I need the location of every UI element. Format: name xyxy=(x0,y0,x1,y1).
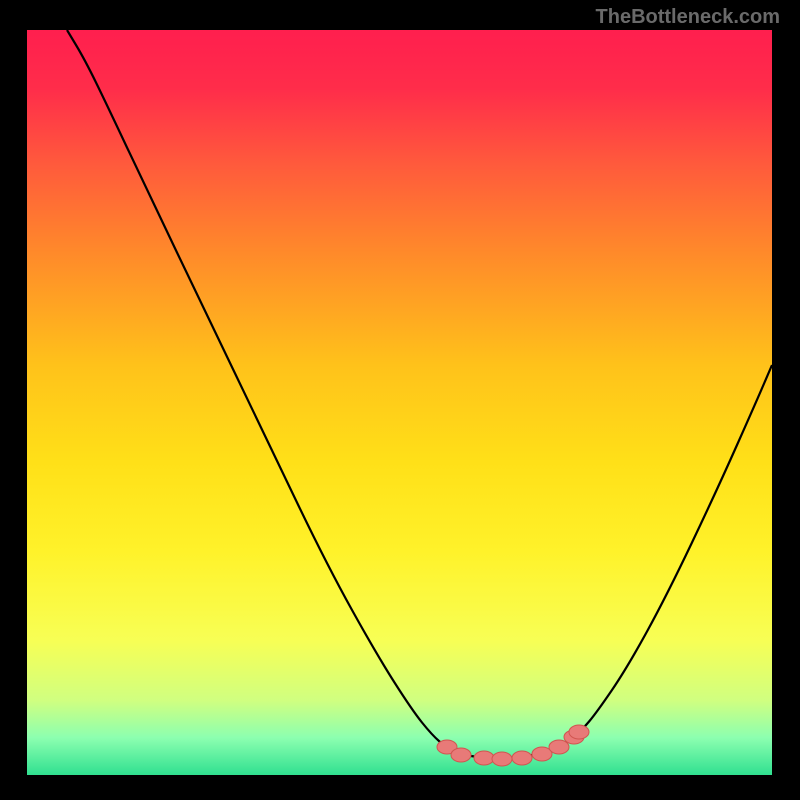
optimal-marker xyxy=(549,740,569,754)
chart-container: TheBottleneck.com xyxy=(0,0,800,800)
optimal-marker xyxy=(492,752,512,766)
curve-path xyxy=(67,30,772,758)
bottleneck-curve xyxy=(27,30,772,775)
optimal-marker xyxy=(512,751,532,765)
optimal-marker xyxy=(569,725,589,739)
optimal-marker xyxy=(451,748,471,762)
optimal-marker xyxy=(474,751,494,765)
plot-area xyxy=(27,30,772,775)
watermark-text: TheBottleneck.com xyxy=(596,6,780,29)
